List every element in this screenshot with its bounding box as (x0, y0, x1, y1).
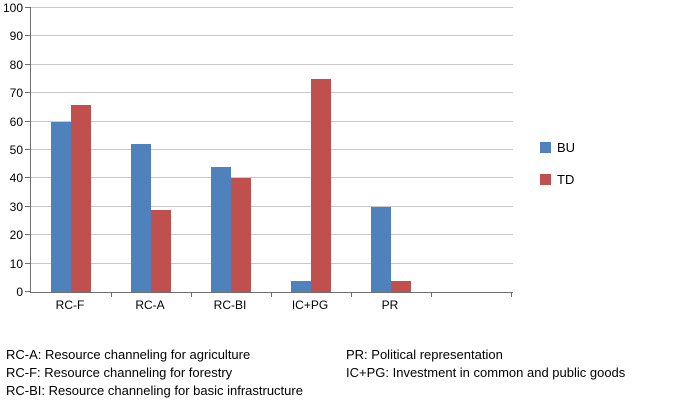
bar-group-pr (351, 8, 431, 292)
y-axis-labels: 0 10 20 30 40 50 60 70 80 90 100 (0, 2, 25, 298)
y-tick-label: 90 (9, 29, 23, 44)
bar-bu-pr (371, 206, 391, 292)
x-tick-label: RC-A (135, 298, 165, 312)
y-tick-mark (25, 234, 31, 236)
y-tick-mark (25, 92, 31, 94)
y-tick-mark (25, 35, 31, 37)
gridline (31, 63, 513, 65)
y-tick-label: 70 (9, 86, 23, 101)
x-tick-mark (271, 292, 272, 297)
bar-group-rc-bi (191, 8, 271, 292)
y-tick-label: 20 (9, 228, 23, 243)
y-tick-label: 60 (9, 114, 23, 129)
x-tick-mark (431, 292, 432, 297)
y-tick-label: 30 (9, 199, 23, 214)
x-tick-mark (111, 292, 112, 297)
bar-group-rc-a (111, 8, 191, 292)
y-tick-label: 100 (2, 1, 23, 15)
y-tick-label: 0 (16, 285, 23, 299)
y-tick-mark (25, 291, 31, 292)
y-tick-label: 50 (9, 143, 23, 157)
bar-td-rc-f (71, 104, 91, 292)
legend-label: BU (557, 140, 576, 155)
bar-chart: 0 10 20 30 40 50 60 70 80 90 100 RC-F RC-A RC-BI IC+P… (0, 2, 575, 312)
legend-item-bu: BU (540, 140, 575, 155)
gridline (31, 177, 513, 179)
plot-area (25, 7, 513, 297)
bar-td-rc-a (151, 209, 171, 292)
x-tick-mark (511, 292, 512, 297)
gridline (31, 35, 513, 37)
y-tick-mark (25, 177, 31, 179)
bar-groups (31, 8, 513, 292)
gridline (31, 205, 513, 207)
gridline (31, 120, 513, 122)
bar-group-ic-pg (271, 8, 351, 292)
gridline (31, 234, 513, 236)
bar-td-rc-bi (231, 178, 251, 292)
footnotes: RC-A: Resource channeling for agricultur… (6, 346, 670, 400)
x-tick-label: RC-BI (213, 298, 247, 312)
x-tick-label: IC+PG (291, 298, 329, 312)
bar-bu-ic-pg (291, 280, 311, 292)
footnote: IC+PG: Investment in common and public g… (346, 365, 626, 380)
legend-swatch-icon (540, 142, 551, 153)
footnote: PR: Political representation (346, 347, 503, 362)
x-tick-label: RC-F (55, 298, 85, 312)
bar-bu-rc-a (131, 144, 151, 292)
gridline (31, 262, 513, 264)
bar-bu-rc-f (51, 121, 71, 292)
x-tick-mark (351, 292, 352, 297)
footnotes-left: RC-A: Resource channeling for agricultur… (6, 346, 346, 400)
footnote: RC-BI: Resource channeling for basic inf… (6, 383, 303, 398)
y-tick-label: 80 (9, 57, 23, 72)
footnote: RC-A: Resource channeling for agricultur… (6, 347, 251, 362)
y-tick-mark (25, 205, 31, 207)
legend-item-td: TD (540, 172, 575, 187)
x-axis-labels: RC-F RC-A RC-BI IC+PG PR (30, 298, 512, 312)
footnote: RC-F: Resource channeling for forestry (6, 365, 233, 380)
legend-label: TD (557, 172, 575, 187)
footnotes-right: PR: Political representation IC+PG: Inves… (346, 346, 625, 400)
bar-bu-rc-bi (211, 167, 231, 292)
gridline (31, 149, 513, 150)
gridline (31, 92, 513, 94)
bar-td-pr (391, 280, 411, 292)
y-tick-label: 40 (9, 171, 23, 186)
y-tick-label: 10 (9, 256, 23, 271)
y-tick-mark (25, 7, 31, 8)
bar-group-rc-f (31, 8, 111, 292)
y-tick-mark (25, 262, 31, 264)
x-tick-mark (191, 292, 192, 297)
y-tick-mark (25, 149, 31, 150)
legend: BU TD (540, 140, 575, 187)
gridline (31, 7, 513, 8)
legend-swatch-icon (540, 174, 551, 185)
bar-td-ic-pg (311, 79, 331, 292)
x-tick-label: PR (381, 298, 399, 312)
y-tick-mark (25, 120, 31, 122)
y-tick-mark (25, 63, 31, 65)
